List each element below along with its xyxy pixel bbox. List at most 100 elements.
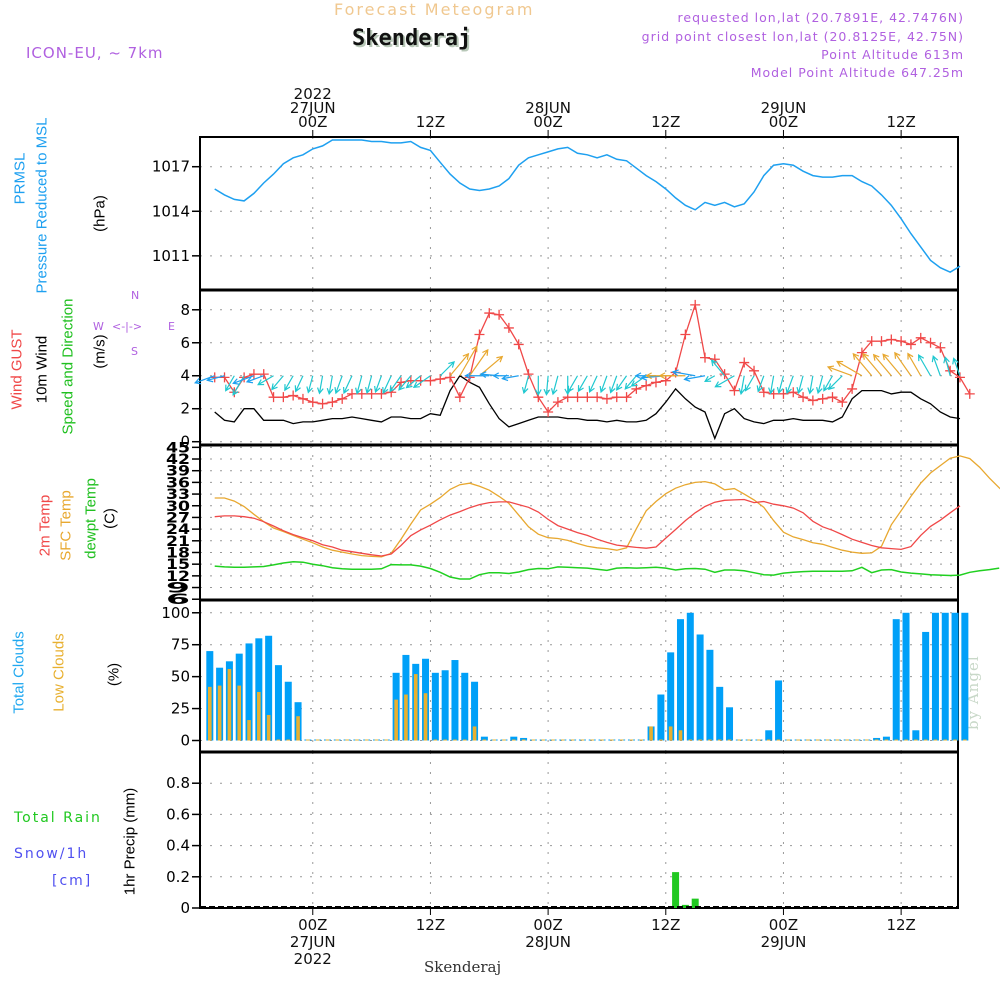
total-clouds-bar [255,638,263,741]
bottom-time-label: 12Z [416,916,445,934]
gust-marker [827,392,838,403]
gust-marker [621,392,632,403]
total-clouds-bar [274,665,282,741]
top-time-label: 12Z [416,113,445,131]
low-clouds-bar [668,726,673,741]
low-clouds-bar [590,739,595,741]
low-clouds-bar [335,739,340,741]
low-clouds-bar [923,739,928,741]
low-clouds-bar [404,694,408,741]
point-altitude: Point Altitude 613m [821,47,964,62]
wind-direction-arrow [658,372,686,380]
t2m-line [214,498,961,557]
wind-ytick-label: 2 [180,400,190,418]
precip-ytick-label: 0.2 [166,868,190,886]
gust-marker [494,309,505,320]
low-clouds-bar [659,739,663,741]
grid-point: grid point closest lon,lat (20.8125E, 42… [641,29,964,44]
gust-marker [641,380,652,391]
low-clouds-bar [727,739,732,741]
low-clouds-bar [364,739,369,741]
gust-marker [925,337,936,348]
total-clouds-bar [765,730,773,741]
total-clouds-bar [441,670,449,741]
low-clouds-bar [462,739,467,741]
low-clouds-bar [717,739,722,741]
low-clouds-bar [815,739,820,741]
gust-marker [297,393,308,404]
gust-marker [317,398,328,409]
wind-direction-arrow [714,375,735,388]
clouds-panel [192,599,959,753]
low-clouds-bar [619,739,624,741]
wind-direction-arrow [469,348,489,377]
wind-direction-arrow [405,375,422,389]
wind-direction-arrow [501,374,519,382]
low-clouds-bar [786,739,791,741]
compass-arrows: <-|-> [112,320,143,333]
low-clouds-bar [845,739,849,741]
wind-direction-arrow [894,351,912,377]
wind-direction-arrow [738,375,746,396]
gust-marker [396,377,407,388]
clouds-ytick-label: 75 [171,636,190,654]
low-clouds-bar [933,739,938,741]
total-clouds-bar [676,619,684,741]
gust-marker [847,383,858,394]
low-clouds-bar [482,739,487,741]
low-clouds-bar [511,739,516,741]
wind-direction-arrow [294,375,304,393]
gust-marker [837,397,848,408]
wind-direction-arrow [389,375,402,393]
wind-ytick-label: 8 [180,301,190,319]
total-clouds-bar [941,612,949,741]
bottom-time-label: 29JUN [761,933,807,951]
low-clouds-bar [384,739,389,741]
wind-direction-arrow [364,375,373,395]
requested-point: requested lon,lat (20.7891E, 42.7476N) [677,10,964,25]
wind-direction-arrow [683,375,706,382]
wind-direction-arrow [671,369,696,377]
gust-marker [876,336,887,347]
gust-marker [749,365,760,376]
bottom-time-label: 12Z [651,916,680,934]
low-clouds-bar [453,739,457,741]
wind-direction-arrow [776,375,785,395]
low-clouds-bar [688,739,693,741]
rain-bar [691,898,699,908]
gust-marker [739,357,750,368]
wind-direction-arrow [826,365,853,377]
total-clouds-bar [510,736,518,741]
station-name: Skenderaj [352,26,472,51]
wind-direction-arrow [543,375,551,396]
gust-marker [552,397,563,408]
gust-marker [611,392,622,403]
wind-direction-arrow [342,375,353,395]
low-clouds-bar [766,739,771,741]
low-clouds-bar [541,739,546,741]
compass-w: W [93,320,104,333]
wind-direction-arrow [439,360,455,377]
total-clouds-bar [902,612,910,741]
low-clouds-bar [296,716,300,741]
wind-direction-arrow [943,356,951,376]
low-clouds-bar [443,739,447,741]
gust-marker [601,393,612,404]
model-name: ICON-EU, ~ 7km [26,44,164,62]
gust-marker [582,392,593,403]
low-clouds-bar [423,693,428,741]
gust-marker [268,392,279,403]
total-clouds-bar [657,694,665,741]
low-clouds-bar [433,739,438,741]
bottom-time-label: 2022 [294,950,332,968]
total-clouds-bar [431,672,439,741]
low-clouds-bar [708,739,712,741]
compass-s: S [131,345,138,358]
wind-direction-arrow [744,375,755,392]
total-clouds-bar [451,660,459,741]
gust-marker [954,372,965,383]
low-clouds-bar [227,668,232,741]
dewpt-line [214,561,1000,580]
total-clouds-bar [922,631,930,741]
gust-marker [729,385,740,396]
